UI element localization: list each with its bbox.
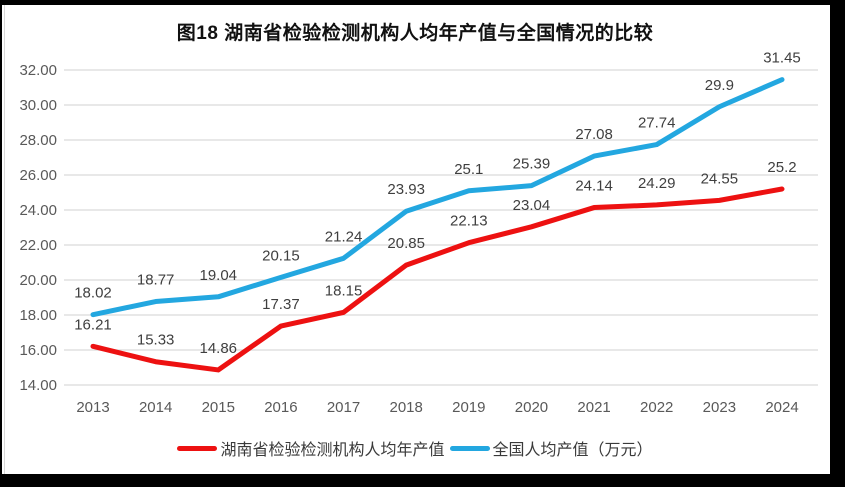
x-axis-tick-label: 2023	[703, 399, 736, 416]
data-label: 20.85	[387, 235, 425, 252]
x-axis-tick-label: 2014	[139, 399, 172, 416]
x-axis-tick-label: 2020	[515, 399, 548, 416]
data-label: 14.86	[199, 340, 237, 357]
y-axis-tick-label: 28.00	[19, 132, 57, 149]
legend-swatch-blue-line	[449, 445, 490, 451]
y-axis-tick-label: 20.00	[19, 272, 57, 289]
series-line-0	[90, 186, 785, 373]
frame-right-bar	[830, 0, 845, 487]
data-label: 23.93	[387, 181, 425, 198]
y-axis-tick-label: 24.00	[19, 202, 57, 219]
legend-item-hunan: 湖南省检验检测机构人均年产值	[177, 436, 445, 460]
legend-label-hunan: 湖南省检验检测机构人均年产值	[220, 442, 445, 459]
data-label: 18.02	[74, 285, 112, 302]
data-label: 20.15	[262, 247, 300, 264]
data-label: 18.77	[137, 272, 175, 289]
data-label: 31.45	[763, 50, 801, 67]
chart-title: 图18 湖南省检验检测机构人均年产值与全国情况的比较	[176, 23, 654, 44]
x-axis-tick-label: 2024	[765, 399, 798, 416]
y-axis-tick-label: 22.00	[19, 237, 57, 254]
data-label: 18.15	[325, 282, 363, 299]
y-axis-tick-label: 30.00	[19, 97, 57, 114]
x-axis-tick-label: 2021	[577, 399, 610, 416]
series-line-1	[90, 77, 785, 318]
y-axis-tick-label: 32.00	[19, 62, 57, 79]
data-label: 27.08	[575, 126, 613, 143]
legend-item-national: 全国人均产值（万元）	[449, 436, 653, 460]
x-axis-tick-label: 2016	[264, 399, 297, 416]
data-label: 27.74	[638, 115, 676, 132]
data-label: 23.04	[513, 197, 551, 214]
data-label: 22.13	[450, 213, 488, 230]
y-axis-tick-label: 26.00	[19, 167, 57, 184]
data-label: 24.14	[575, 178, 613, 195]
x-axis-tick-label: 2013	[76, 399, 109, 416]
data-label: 15.33	[137, 332, 175, 349]
frame-left-bar	[0, 0, 2, 487]
data-label: 25.1	[454, 161, 483, 178]
data-label: 25.2	[767, 159, 796, 176]
chart-legend: 湖南省检验检测机构人均年产值 全国人均产值（万元）	[0, 437, 830, 459]
data-label: 21.24	[325, 228, 363, 245]
y-axis-tick-label: 16.00	[19, 342, 57, 359]
x-axis-tick-label: 2017	[327, 399, 360, 416]
x-axis-tick-label: 2022	[640, 399, 673, 416]
x-axis-tick-label: 2019	[452, 399, 485, 416]
data-label: 24.29	[638, 175, 676, 192]
y-axis-tick-label: 14.00	[19, 377, 57, 394]
legend-label-national: 全国人均产值（万元）	[492, 442, 653, 459]
data-label: 29.9	[705, 77, 734, 94]
data-label: 17.37	[262, 296, 300, 313]
data-label: 24.55	[701, 170, 739, 187]
y-axis-tick-label: 18.00	[19, 307, 57, 324]
frame-top-bar	[0, 0, 845, 5]
scan-artifact-line	[4, 5, 5, 474]
data-label: 19.04	[199, 267, 237, 284]
x-axis-tick-label: 2015	[202, 399, 235, 416]
data-label: 25.39	[513, 156, 551, 173]
data-label: 16.21	[74, 316, 112, 333]
x-axis-tick-label: 2018	[389, 399, 422, 416]
frame-bottom-bar	[0, 474, 845, 487]
legend-swatch-red-line	[177, 445, 218, 451]
